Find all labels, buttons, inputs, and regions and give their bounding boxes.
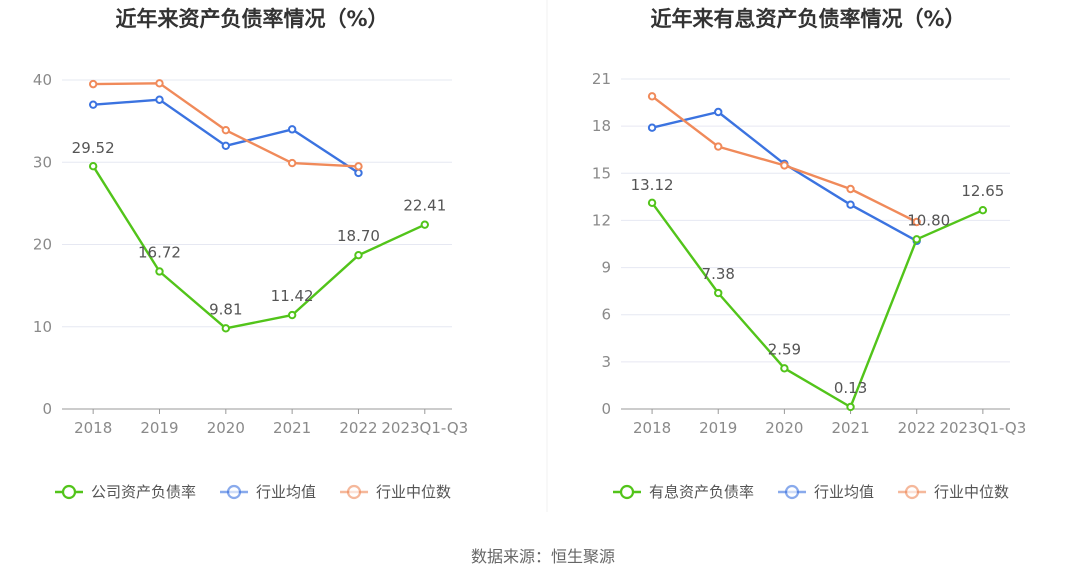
series-line-company <box>92 165 426 330</box>
legend-marker <box>619 484 635 500</box>
data-point-company <box>420 220 429 229</box>
data-point-median <box>647 92 657 101</box>
data-label: 7.38 <box>702 265 735 283</box>
legend-label: 有息资产负债率 <box>649 483 754 501</box>
data-point-median <box>846 184 855 194</box>
y-tick-label: 40 <box>33 71 52 89</box>
series-line-avg <box>651 110 918 242</box>
chart-panel-1: 近年来资产负债率情况（%） 0 10 20 30 40 2018 2019 2020 2021 20… <box>33 7 468 501</box>
data-point-median <box>780 161 789 170</box>
data-point-company <box>912 235 921 244</box>
x-tick-label: 2021 <box>831 419 869 437</box>
data-label: 22.41 <box>403 197 446 215</box>
data-label: 10.80 <box>907 211 950 229</box>
legend-label: 行业均值 <box>256 483 316 501</box>
data-label: 2.59 <box>768 340 801 358</box>
data-point-avg <box>221 141 231 151</box>
legend-item-median: 行业中位数 <box>898 483 1009 501</box>
data-point-company <box>978 206 988 215</box>
data-label: 11.42 <box>271 287 314 305</box>
data-point-median <box>88 79 98 89</box>
x-tick-label: 2023Q1-Q3 <box>381 419 468 437</box>
data-point-median <box>912 217 921 227</box>
x-tick-label: 2019 <box>140 419 178 437</box>
data-label: 18.70 <box>337 227 380 245</box>
y-tick-label: 9 <box>601 259 611 277</box>
data-point-avg <box>714 107 723 117</box>
legend-item-median: 行业中位数 <box>340 483 451 501</box>
legend-label: 公司资产负债率 <box>91 483 196 501</box>
x-tick-label: 2021 <box>273 419 311 437</box>
x-tick-label: 2019 <box>699 419 737 437</box>
x-tick-label: 2020 <box>207 419 245 437</box>
data-point-company <box>714 288 723 298</box>
data-point-avg <box>647 123 657 132</box>
legend-marker <box>784 484 800 500</box>
data-point-company <box>846 402 855 412</box>
legend-label: 行业中位数 <box>934 483 1009 501</box>
y-tick-label: 0 <box>601 400 611 418</box>
chart-panel-2: 近年来有息资产负债率情况（%） 0 3 6 9 12 15 18 21 2018 2019 2020 2… <box>592 7 1026 501</box>
data-point-avg <box>88 100 98 109</box>
y-tick-label: 12 <box>592 211 611 229</box>
data-point-company <box>354 250 363 260</box>
series-line-median <box>93 82 359 168</box>
data-point-avg <box>287 125 297 134</box>
legend-item-avg: 行业均值 <box>220 483 316 501</box>
series-line-median <box>651 95 918 224</box>
data-point-company <box>647 198 657 208</box>
x-tick-label: 2018 <box>74 419 112 437</box>
series-line-company <box>651 202 984 409</box>
y-tick-label: 10 <box>33 318 52 336</box>
chart-title: 近年来资产负债率情况（%） <box>115 7 388 31</box>
data-point-median <box>287 158 297 168</box>
data-label: 16.72 <box>138 243 181 261</box>
x-tick-label: 2018 <box>633 419 671 437</box>
data-label: 12.65 <box>961 182 1004 200</box>
y-tick-label: 3 <box>601 353 611 371</box>
y-tick-label: 6 <box>601 306 611 324</box>
y-tick-label: 15 <box>592 164 611 182</box>
x-tick-label: 2022 <box>339 419 377 437</box>
legend-marker <box>904 484 920 500</box>
data-point-company <box>155 267 164 276</box>
y-tick-label: 20 <box>33 236 52 254</box>
data-label: 9.81 <box>209 300 242 318</box>
data-point-avg <box>155 95 164 104</box>
x-tick-label: 2020 <box>765 419 803 437</box>
y-tick-label: 21 <box>592 70 611 88</box>
data-label: 13.12 <box>631 176 674 194</box>
legend-item-company: 公司资产负债率 <box>55 483 196 501</box>
data-point-company <box>88 161 98 171</box>
data-point-company <box>287 310 297 320</box>
data-point-median <box>155 79 164 88</box>
chart-title: 近年来有息资产负债率情况（%） <box>650 7 965 31</box>
data-point-company <box>221 324 231 333</box>
data-label: 0.13 <box>834 379 867 397</box>
legend-marker <box>61 484 77 500</box>
legend-marker <box>346 484 362 500</box>
legend-marker <box>226 484 242 500</box>
data-point-avg <box>846 200 855 209</box>
legend-label: 行业中位数 <box>376 483 451 501</box>
legend-item-avg: 行业均值 <box>778 483 874 501</box>
data-point-median <box>221 125 231 135</box>
y-tick-label: 30 <box>33 153 52 171</box>
data-point-median <box>714 142 723 151</box>
y-tick-label: 0 <box>42 400 52 418</box>
data-point-avg <box>354 168 363 178</box>
data-point-company <box>780 364 789 373</box>
legend-label: 行业均值 <box>814 483 874 501</box>
x-tick-label: 2022 <box>898 419 936 437</box>
data-label: 29.52 <box>72 139 115 157</box>
source-note: 数据来源：恒生聚源 <box>471 547 615 566</box>
x-tick-label: 2023Q1-Q3 <box>939 419 1026 437</box>
y-tick-label: 18 <box>592 117 611 135</box>
legend-item-company: 有息资产负债率 <box>613 483 754 501</box>
data-point-median <box>354 162 363 171</box>
